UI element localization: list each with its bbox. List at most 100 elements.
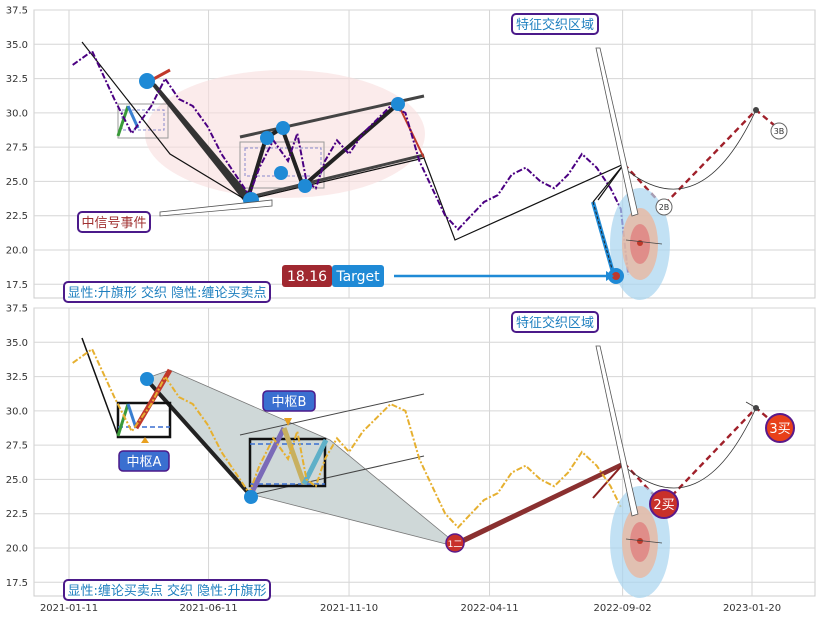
y-tick-label: 37.5 [6,6,28,17]
pivot-point [276,121,290,135]
y-tick-label: 32.5 [6,372,28,383]
flag-box-small [117,103,169,139]
pivot-point [753,405,759,411]
pole-rise-line [301,102,400,188]
target-value: 18.16 [287,269,327,285]
y-tick-label: 20.0 [6,544,28,555]
pivot-point [139,73,155,89]
marker-3b-circle [770,122,788,140]
y-tick-label: 30.0 [6,108,28,119]
pole-fall-line [397,103,425,159]
target-point-core [612,272,620,280]
y-tick-label: 35.0 [6,338,28,349]
target-label-badge [332,265,384,287]
buy2-marker [649,489,679,519]
zhongshu-a-pointer [141,437,149,443]
flag-box-inner [121,109,165,131]
top-panel-frame [33,9,816,299]
bottom-rise-line [592,462,625,499]
buy1-marker [445,533,465,553]
zhongshu-b-pointer [284,418,292,426]
y-tick-label: 30.0 [6,406,28,417]
buy3-marker [765,413,795,443]
price-line-bottom [72,347,622,529]
zhongshu-a-blue [126,403,138,429]
top-title-box [511,13,599,35]
bottom-legend-box [63,579,271,601]
zhongshu-a-box [116,401,172,439]
x-tick-label: 2022-09-02 [594,603,652,614]
y-tick-label: 17.5 [6,280,28,291]
target-arrow-head [606,271,614,281]
x-tick-label: 2023-01-20 [723,603,781,614]
bottom-title: 特征交织区域 [516,315,594,331]
signal-label: 中信号事件 [81,216,146,231]
x-tick-label: 2021-11-10 [320,603,378,614]
zhongshu-b-purple [248,426,287,496]
future-path-bottom [623,406,781,507]
signal-box [77,211,151,233]
arrow-from-signal [159,199,273,217]
drop-line-dash [592,201,615,277]
buy1-label: 1二 [448,540,463,550]
bottom-grid [34,307,815,596]
y-tick-label: 37.5 [6,304,28,315]
buy2-label: 2买 [653,498,674,513]
zhongshu-b-label: 中枢B [272,395,307,410]
y-tick-label: 27.5 [6,441,28,452]
x-tick-label: 2021-06-11 [179,603,237,614]
x-tick-label: 2022-04-11 [460,603,518,614]
bottom-pole-dark [145,378,253,498]
top-title: 特征交织区域 [516,17,594,33]
pivot-point [140,372,154,386]
top-legend: 显性:升旗形 交织 隐性:缠论买卖点 [67,285,266,301]
arrow-to-zone [595,47,639,217]
y-tick-label: 17.5 [6,578,28,589]
y-tick-label: 22.5 [6,211,28,222]
target-label: Target [335,269,380,285]
pivot-point [298,179,312,193]
y-tick-label: 20.0 [6,246,28,257]
y-tick-label: 25.0 [6,177,28,188]
bottom-channel-upper [239,393,425,436]
pivot-point [244,490,258,504]
target-value-badge [282,265,332,287]
y-tick-label: 35.0 [6,40,28,51]
axis-labels: 17.5 20.0 22.5 25.0 27.5 30.0 32.5 35.0 37.5 17.5… [6,6,781,615]
zhongshu-a-tag [118,450,170,472]
flag-pole-thick [146,78,256,204]
bottom-rise-band [454,462,624,546]
future-curve-top [623,109,757,190]
top-legend-box [63,281,271,303]
zhongshu-b-teal [301,438,329,486]
pivot-point [391,97,405,111]
marker-3b-label: 3B [774,127,785,136]
zhongshu-b-tag [262,390,316,412]
channel-lower-line [245,153,425,200]
drop-line-black [592,163,625,203]
price-line-top [72,49,630,275]
target-zone-line [625,239,663,245]
bottom-pole-black [81,337,119,437]
bottom-channel-lower [245,455,425,497]
marker-2b-circle [655,198,673,216]
pivot-point [260,131,274,145]
y-tick-label: 22.5 [6,509,28,520]
target-zone-center [637,240,643,246]
y-tick-label: 32.5 [6,74,28,85]
future-path-top [623,108,781,208]
small-flag-green [116,105,130,137]
zhongshu-a-green [116,403,130,437]
x-tick-label: 2021-01-11 [40,603,98,614]
small-flag-blue [126,105,140,129]
bottom-legend: 显性:缠论买卖点 交织 隐性:升旗形 [67,583,266,599]
marker-3b-point [753,107,759,113]
zhongshu-b-gold [281,427,307,485]
future-curve-bottom [623,407,757,489]
bottom-zone-line [625,538,663,544]
bottom-title-box [511,311,599,333]
buy3-label: 3买 [769,422,790,437]
y-tick-label: 25.0 [6,475,28,486]
top-grid [34,9,815,298]
